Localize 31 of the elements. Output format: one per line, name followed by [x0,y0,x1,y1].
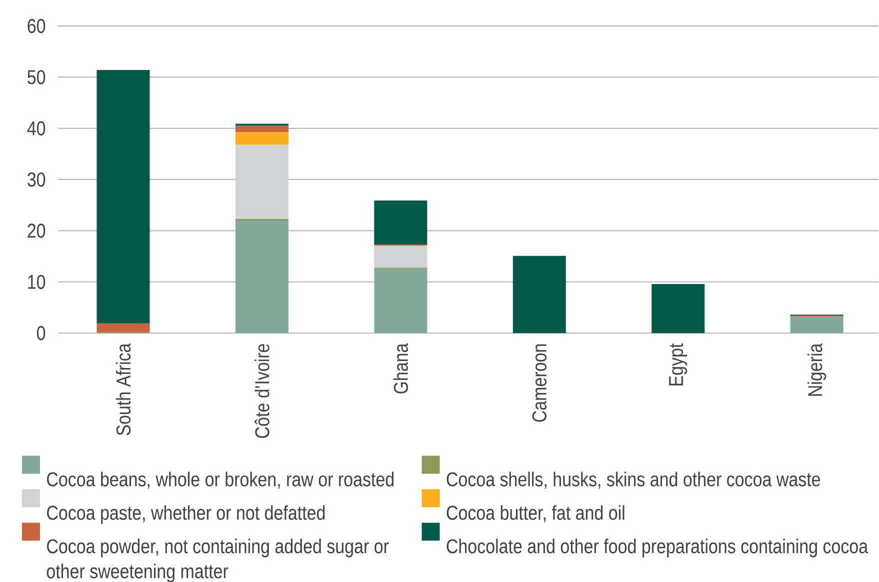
x-tick-label: Côte d'Ivoire [254,344,270,438]
y-tick-label: 10 [28,274,46,289]
bar [374,268,428,333]
legend-label: Cocoa paste, whether or not defatted [47,505,325,524]
x-tick-label: South Africa [116,343,131,435]
y-tick-label: 0 [37,326,46,340]
bar [374,200,428,244]
bar [96,323,150,332]
legend-label: Cocoa butter, fat and oil [446,505,624,522]
x-tick-label: Cameroon [532,344,546,422]
legend-label: Cocoa shells, husks, skins and other cocoa waste [446,472,820,489]
y-tick-label: 20 [28,224,46,238]
legend-label: Cocoa powder, not containing added sugar or other sweetening matter [46,538,389,582]
bar [512,256,566,333]
x-tick-label: Egypt [669,343,688,386]
bar [235,144,288,219]
bar [374,245,428,268]
bar [652,284,705,333]
bar [235,126,288,132]
y-tick-label: 50 [28,70,46,84]
bar [790,316,844,333]
x-tick-label: Nigeria [808,343,826,396]
legend-label: Chocolate and other food preparations containing cocoa [446,538,868,558]
bar [235,132,288,145]
bar [235,220,288,333]
y-tick-label: 40 [27,121,46,136]
legend-label: Cocoa beans, whole or broken, raw or roasted [47,472,394,489]
y-tick-label: 60 [28,18,46,33]
y-tick-label: 30 [28,172,46,186]
bar [96,70,150,324]
x-tick-label: Ghana [393,343,408,394]
